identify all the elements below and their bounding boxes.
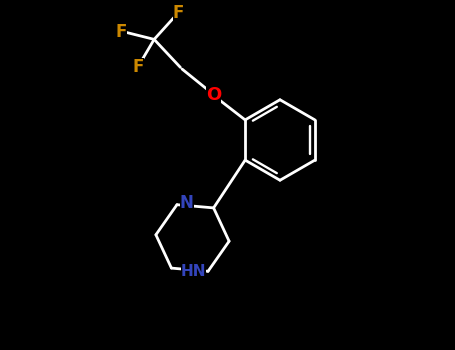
Text: F: F (115, 23, 126, 41)
Text: N: N (180, 194, 194, 212)
Text: O: O (206, 86, 221, 104)
Text: F: F (173, 4, 184, 22)
Text: HN: HN (181, 264, 206, 279)
Text: F: F (133, 58, 144, 76)
